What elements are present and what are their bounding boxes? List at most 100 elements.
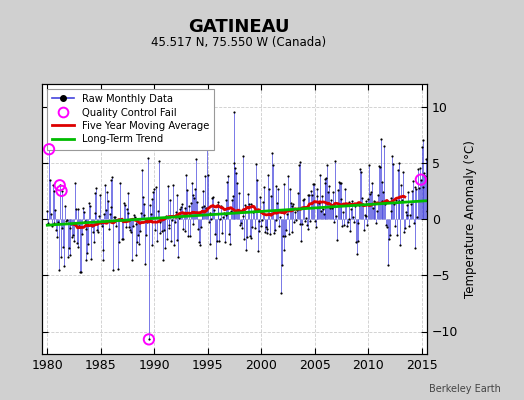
Point xyxy=(302,221,311,228)
Point xyxy=(386,208,395,215)
Point xyxy=(212,255,220,262)
Point xyxy=(87,256,95,263)
Point xyxy=(205,240,214,247)
Point xyxy=(382,222,390,228)
Point xyxy=(361,212,369,218)
Point xyxy=(58,225,67,231)
Point xyxy=(104,198,112,204)
Point xyxy=(308,192,316,198)
Point xyxy=(143,219,151,226)
Point xyxy=(184,233,192,239)
Point xyxy=(344,198,353,205)
Point xyxy=(419,184,428,190)
Point xyxy=(214,201,223,208)
Point xyxy=(374,192,382,198)
Point xyxy=(257,223,266,230)
Point xyxy=(320,210,328,217)
Point xyxy=(63,217,71,223)
Point xyxy=(118,236,126,242)
Point xyxy=(291,209,299,216)
Point xyxy=(95,213,103,220)
Point xyxy=(48,222,56,229)
Point xyxy=(207,216,215,222)
Point xyxy=(396,242,405,248)
Point xyxy=(202,204,210,211)
Point xyxy=(99,257,107,264)
Point xyxy=(390,201,398,208)
Point xyxy=(330,219,339,226)
Point xyxy=(108,173,116,180)
Point xyxy=(99,246,107,253)
Point xyxy=(69,232,78,238)
Point xyxy=(367,188,375,195)
Point xyxy=(227,208,235,214)
Point xyxy=(160,227,168,234)
Point xyxy=(57,188,66,194)
Point xyxy=(368,204,377,211)
Point xyxy=(283,211,291,217)
Point xyxy=(235,190,243,196)
Point xyxy=(339,209,347,215)
Point xyxy=(185,203,193,210)
Point xyxy=(56,182,64,188)
Point xyxy=(147,211,155,217)
Point xyxy=(112,223,120,229)
Point xyxy=(264,172,272,178)
Point xyxy=(311,224,320,230)
Text: GATINEAU: GATINEAU xyxy=(188,18,289,36)
Point xyxy=(232,170,241,177)
Point xyxy=(288,203,297,209)
Point xyxy=(247,201,256,208)
Point xyxy=(152,184,160,190)
Point xyxy=(362,213,370,219)
Point xyxy=(116,179,125,186)
Point xyxy=(371,199,379,205)
Point xyxy=(209,194,217,200)
Point xyxy=(409,178,417,184)
Point xyxy=(145,336,153,342)
Point xyxy=(224,173,233,180)
Point xyxy=(381,201,389,207)
Point xyxy=(399,168,407,175)
Point xyxy=(75,222,83,229)
Point xyxy=(92,185,101,191)
Point xyxy=(242,246,250,253)
Point xyxy=(294,162,303,168)
Point xyxy=(385,236,393,242)
Point xyxy=(208,195,216,202)
Point xyxy=(315,200,323,206)
Point xyxy=(355,201,364,208)
Point xyxy=(190,195,199,201)
Point xyxy=(278,262,286,268)
Point xyxy=(364,196,373,203)
Point xyxy=(340,222,348,229)
Point xyxy=(171,209,180,215)
Point xyxy=(259,198,267,205)
Point xyxy=(226,241,234,247)
Point xyxy=(127,229,135,236)
Point xyxy=(129,222,137,229)
Point xyxy=(398,197,406,203)
Point xyxy=(416,165,424,172)
Point xyxy=(333,237,341,244)
Point xyxy=(125,224,134,230)
Point xyxy=(255,228,264,234)
Point xyxy=(158,228,167,234)
Point xyxy=(141,261,149,268)
Point xyxy=(132,221,140,227)
Point xyxy=(311,218,319,224)
Point xyxy=(411,184,420,190)
Point xyxy=(290,219,298,226)
Point xyxy=(123,206,131,212)
Point xyxy=(49,188,58,194)
Point xyxy=(414,166,422,172)
Point xyxy=(187,200,195,206)
Point xyxy=(130,214,139,220)
Point xyxy=(369,197,378,204)
Point xyxy=(64,245,73,251)
Point xyxy=(80,209,88,216)
Point xyxy=(150,186,158,192)
Point xyxy=(268,150,276,156)
Point xyxy=(395,198,403,204)
Point xyxy=(314,199,322,205)
